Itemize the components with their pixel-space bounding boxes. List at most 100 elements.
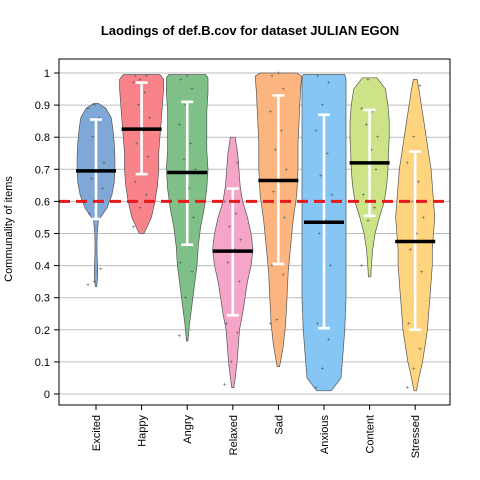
data-point: + bbox=[101, 187, 105, 193]
data-point: + bbox=[228, 225, 232, 231]
y-tick-label: 0 bbox=[44, 389, 50, 401]
data-point: + bbox=[317, 232, 321, 238]
data-point: + bbox=[132, 81, 136, 87]
data-point: + bbox=[143, 90, 147, 96]
data-point: + bbox=[190, 270, 194, 276]
data-point: + bbox=[177, 122, 181, 128]
data-point: + bbox=[187, 187, 191, 193]
data-point: + bbox=[412, 366, 416, 372]
data-point: + bbox=[236, 331, 240, 337]
data-point: + bbox=[365, 122, 369, 128]
violin-angry: ++++++++++++++++ bbox=[166, 74, 209, 342]
violin-sad: ++++++++++++++++ bbox=[254, 71, 302, 368]
data-point: + bbox=[269, 321, 273, 327]
y-tick-label: 0.9 bbox=[35, 100, 50, 112]
data-point: + bbox=[145, 193, 149, 199]
data-point: + bbox=[138, 77, 142, 83]
data-point: + bbox=[135, 142, 139, 148]
data-point: + bbox=[327, 81, 331, 87]
data-point: + bbox=[96, 171, 100, 177]
data-point: + bbox=[93, 103, 97, 109]
data-point: + bbox=[366, 77, 370, 83]
data-point: + bbox=[223, 199, 227, 205]
data-point: + bbox=[239, 238, 243, 244]
x-tick-label: Angry bbox=[182, 415, 194, 444]
data-point: + bbox=[415, 232, 419, 238]
data-point: + bbox=[179, 260, 183, 266]
data-point: + bbox=[329, 264, 333, 270]
y-tick-label: 0.5 bbox=[35, 229, 50, 241]
data-point: + bbox=[88, 212, 92, 218]
violins: ++++++++++++++++++++++++++++++++++++++++… bbox=[76, 71, 436, 392]
data-point: + bbox=[421, 215, 425, 221]
data-point: + bbox=[410, 199, 414, 205]
data-point: + bbox=[86, 106, 90, 112]
violin-relaxed: ++++++++++++++ bbox=[212, 136, 254, 388]
data-point: + bbox=[270, 74, 274, 80]
data-point: + bbox=[189, 142, 193, 148]
violin-happy: +++++++++++++++ bbox=[119, 74, 164, 234]
data-point: + bbox=[225, 321, 229, 327]
data-point: + bbox=[133, 74, 137, 80]
data-point: + bbox=[234, 212, 238, 218]
data-point: + bbox=[316, 321, 320, 327]
data-point: + bbox=[275, 318, 279, 324]
data-point: + bbox=[321, 366, 325, 372]
data-point: + bbox=[369, 148, 373, 154]
chart-title: Laodings of def.B.cov for dataset JULIAN… bbox=[101, 23, 399, 38]
data-point: + bbox=[177, 334, 181, 340]
data-point: + bbox=[141, 129, 145, 135]
violin-excited: +++++++++++++ bbox=[76, 103, 116, 289]
data-point: + bbox=[185, 74, 189, 80]
data-point: + bbox=[89, 177, 93, 183]
data-point: + bbox=[91, 135, 95, 141]
x-axis: Excited Happy Angry Relaxed Sad Anxious Conten… bbox=[91, 405, 422, 458]
data-point: + bbox=[179, 77, 183, 83]
data-point: + bbox=[182, 158, 186, 164]
data-point: + bbox=[417, 180, 421, 186]
data-point: + bbox=[148, 116, 152, 122]
data-point: + bbox=[418, 84, 422, 90]
data-point: + bbox=[273, 148, 277, 154]
violin-anxious: +++++++++++++++ bbox=[301, 74, 347, 392]
y-tick-label: 0.4 bbox=[35, 261, 50, 273]
data-point: + bbox=[193, 167, 197, 173]
data-point: + bbox=[314, 129, 318, 135]
y-tick-label: 0.7 bbox=[35, 164, 50, 176]
y-axis-label: Communality of items bbox=[3, 176, 15, 282]
data-point: + bbox=[373, 206, 377, 212]
data-point: + bbox=[366, 219, 370, 225]
data-point: + bbox=[137, 103, 141, 109]
data-point: + bbox=[229, 360, 233, 366]
data-point: + bbox=[146, 154, 150, 160]
data-point: + bbox=[270, 264, 274, 270]
data-point: + bbox=[99, 267, 103, 273]
data-point: + bbox=[360, 106, 364, 112]
x-tick-label: Anxious bbox=[319, 415, 331, 455]
data-point: + bbox=[374, 167, 378, 173]
y-axis: 0 0.1 0.2 0.3 0.4 0.5 0.6 0.7 0.8 0.9 1 bbox=[35, 68, 59, 401]
x-tick-label: Stressed bbox=[410, 415, 422, 458]
x-tick-label: Excited bbox=[91, 415, 103, 451]
data-point: + bbox=[376, 135, 380, 141]
data-point: + bbox=[405, 386, 409, 392]
y-tick-label: 1 bbox=[44, 68, 50, 80]
violin-stressed: ++++++++++++++ bbox=[395, 79, 436, 392]
data-point: + bbox=[272, 190, 276, 196]
data-point: + bbox=[314, 386, 318, 392]
data-point: + bbox=[184, 103, 188, 109]
x-tick-label: Relaxed bbox=[228, 415, 240, 455]
data-point: + bbox=[407, 321, 411, 327]
data-point: + bbox=[418, 347, 422, 353]
data-point: + bbox=[280, 129, 284, 135]
data-point: + bbox=[360, 264, 364, 270]
data-point: + bbox=[319, 174, 323, 180]
data-point: + bbox=[133, 180, 137, 186]
x-tick-label: Sad bbox=[273, 415, 285, 435]
data-point: + bbox=[237, 280, 241, 286]
data-point: + bbox=[190, 87, 194, 93]
data-point: + bbox=[316, 74, 320, 80]
data-point: + bbox=[192, 215, 196, 221]
data-point: + bbox=[412, 135, 416, 141]
